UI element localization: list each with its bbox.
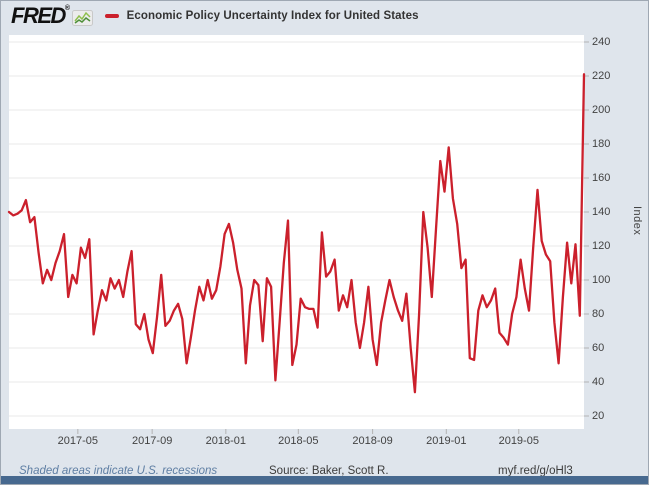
y-tick-label: 140 <box>592 206 611 218</box>
y-tick-label: 180 <box>592 138 611 150</box>
footer-accent-bar <box>1 476 648 484</box>
plot-area <box>9 35 584 429</box>
y-tick-label: 160 <box>592 172 611 184</box>
y-tick-label: 120 <box>592 240 611 252</box>
y-tick-label: 20 <box>592 410 605 422</box>
x-tick-label: 2019-05 <box>498 435 539 447</box>
series-legend-dash <box>104 14 119 18</box>
chart-header: FRED® Economic Policy Uncertainty Index … <box>1 1 648 31</box>
line-chart <box>7 35 589 434</box>
y-tick-label: 200 <box>592 104 611 116</box>
series-title: Economic Policy Uncertainty Index for Un… <box>126 10 419 22</box>
fred-shortlink[interactable]: myf.red/g/oHl3 <box>498 465 573 477</box>
y-axis-title: Index <box>631 206 643 236</box>
y-tick-label: 60 <box>592 342 605 354</box>
fred-logo-chart-icon <box>71 10 93 26</box>
x-tick-label: 2017-09 <box>131 435 173 447</box>
fred-logo: FRED® <box>11 3 70 28</box>
y-tick-label: 240 <box>592 36 611 48</box>
y-tick-label: 80 <box>592 308 605 320</box>
x-tick-label: 2018-09 <box>352 435 393 447</box>
x-tick-label: 2018-01 <box>205 435 247 447</box>
registered-mark: ® <box>64 5 70 12</box>
y-tick-label: 100 <box>592 274 611 286</box>
x-tick-label: 2018-05 <box>278 435 319 447</box>
y-tick-label: 220 <box>592 70 611 82</box>
x-tick-label: 2017-05 <box>57 435 99 447</box>
x-tick-label: 2019-01 <box>426 435 467 447</box>
data-series-line <box>7 73 586 394</box>
source-credit: Source: Baker, Scott R. <box>269 465 389 477</box>
y-tick-label: 40 <box>592 376 605 388</box>
recession-note: Shaded areas indicate U.S. recessions <box>19 465 218 477</box>
